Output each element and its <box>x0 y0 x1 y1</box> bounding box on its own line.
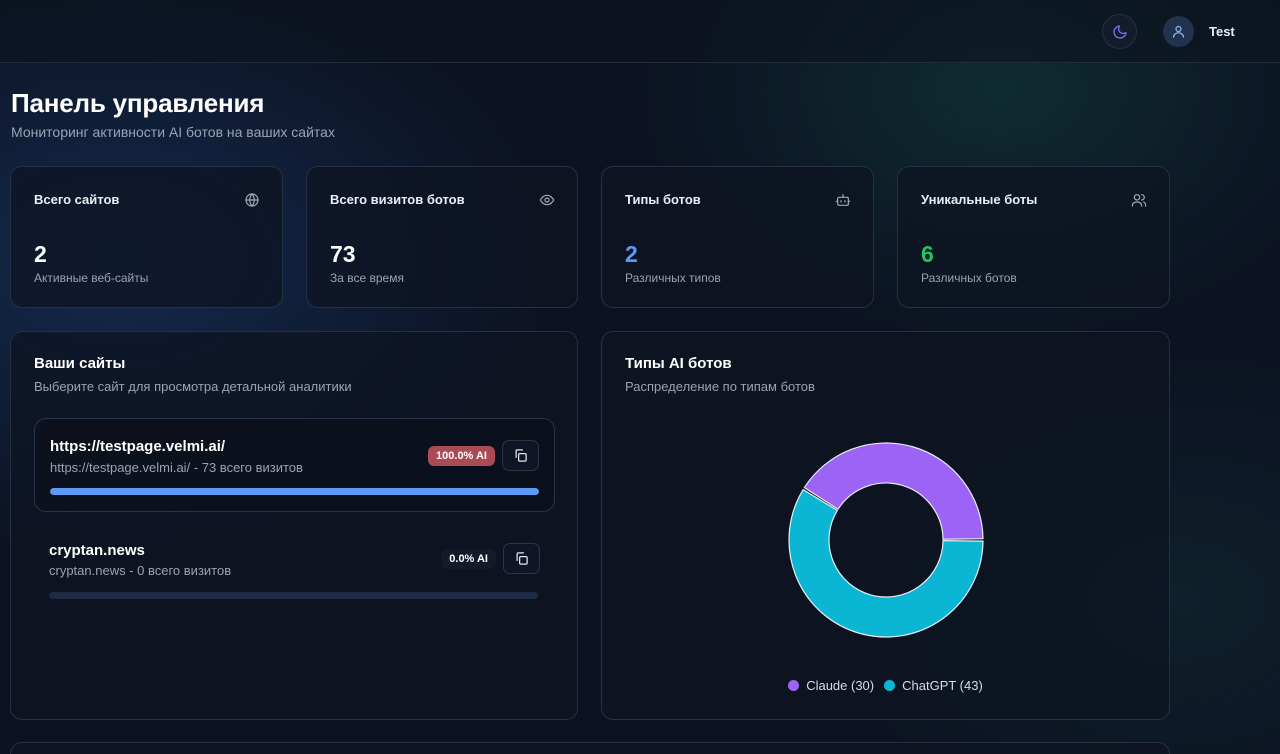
bot-types-panel: Типы AI ботов Распределение по типам бот… <box>601 331 1170 720</box>
sites-panel: Ваши сайты Выберите сайт для просмотра д… <box>10 331 578 720</box>
sites-panel-title: Ваши сайты <box>34 355 126 372</box>
stat-title: Типы ботов <box>625 192 701 207</box>
stat-title: Всего визитов ботов <box>330 192 465 207</box>
stat-caption: Активные веб-сайты <box>34 271 149 285</box>
chart-legend: Claude (30) ChatGPT (43) <box>602 678 1169 693</box>
theme-toggle-button[interactable] <box>1102 14 1137 49</box>
stat-caption: Различных ботов <box>921 271 1017 285</box>
legend-dot <box>788 680 800 691</box>
ai-share-bar <box>49 592 538 599</box>
stat-value: 2 <box>34 241 47 267</box>
site-meta: cryptan.news - 0 всего визитов <box>49 563 232 578</box>
bottom-card <box>10 742 1170 754</box>
copy-icon <box>515 449 527 462</box>
ai-percentage-badge: 100.0% AI <box>428 446 495 466</box>
stat-value: 2 <box>625 241 638 267</box>
bot-types-panel-subtitle: Распределение по типам ботов <box>625 379 815 394</box>
users-icon <box>1131 194 1147 207</box>
page-title: Панель управления <box>11 88 265 118</box>
sites-panel-subtitle: Выберите сайт для просмотра детальной ан… <box>34 379 352 394</box>
legend-label: ChatGPT (43) <box>902 678 983 693</box>
site-item[interactable]: https://testpage.velmi.ai/ https://testp… <box>34 418 555 512</box>
eye-icon <box>539 194 555 206</box>
moon-icon <box>1112 24 1127 39</box>
stat-caption: Различных типов <box>625 271 721 285</box>
stat-card-bot-types: Типы ботов 2 Различных типов <box>601 166 874 308</box>
stat-card-total-sites: Всего сайтов 2 Активные веб-сайты <box>10 166 283 308</box>
ai-percentage-badge: 0.0% AI <box>441 549 496 569</box>
legend-item-claude[interactable]: Claude (30) <box>788 678 874 693</box>
stat-caption: За все время <box>330 271 404 285</box>
ai-share-bar-fill <box>50 488 539 495</box>
copy-button[interactable] <box>503 543 540 574</box>
page-subtitle: Мониторинг активности AI ботов на ваших … <box>11 124 335 140</box>
stat-title: Всего сайтов <box>34 192 120 207</box>
copy-button[interactable] <box>502 440 539 471</box>
donut-slice-chatgpt[interactable] <box>788 488 984 638</box>
stat-title: Уникальные боты <box>921 192 1038 207</box>
stat-value: 6 <box>921 241 934 267</box>
legend-dot <box>884 680 896 691</box>
bot-types-donut-chart <box>788 442 984 638</box>
bot-icon <box>835 194 851 206</box>
legend-item-chatgpt[interactable]: ChatGPT (43) <box>884 678 983 693</box>
globe-icon <box>245 193 259 207</box>
top-bar: Test <box>0 0 1280 63</box>
legend-label: Claude (30) <box>806 678 875 693</box>
stat-card-unique-bots: Уникальные боты 6 Различных ботов <box>897 166 1170 308</box>
donut-slice-claude[interactable] <box>803 442 984 540</box>
user-icon <box>1172 25 1185 38</box>
username[interactable]: Test <box>1209 24 1235 39</box>
site-item[interactable]: cryptan.news cryptan.news - 0 всего визи… <box>34 522 555 616</box>
copy-icon <box>516 552 528 565</box>
stat-card-total-visits: Всего визитов ботов 73 За все время <box>306 166 578 308</box>
site-name: https://testpage.velmi.ai/ <box>50 438 226 455</box>
ai-share-bar <box>50 488 539 495</box>
site-meta: https://testpage.velmi.ai/ - 73 всего ви… <box>50 460 303 475</box>
stat-value: 73 <box>330 241 356 267</box>
bot-types-panel-title: Типы AI ботов <box>625 355 732 372</box>
user-avatar[interactable] <box>1163 16 1194 47</box>
site-name: cryptan.news <box>49 542 145 559</box>
